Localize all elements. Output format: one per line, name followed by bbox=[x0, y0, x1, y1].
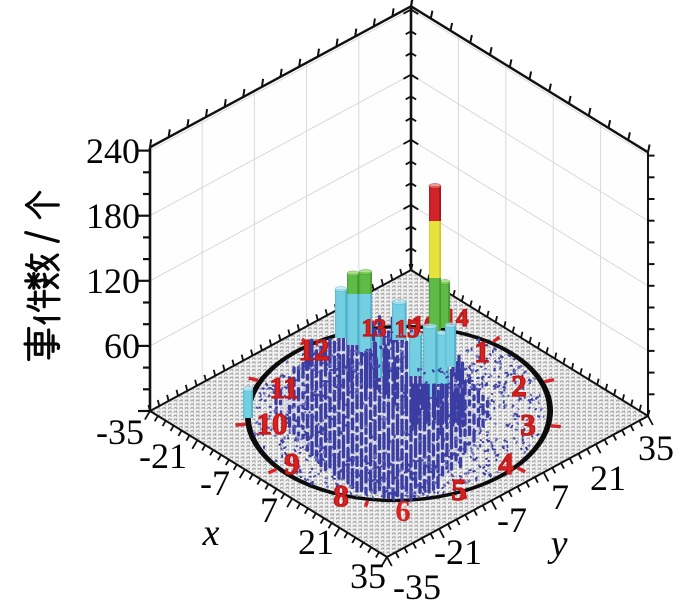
svg-text:13: 13 bbox=[362, 315, 387, 342]
svg-text:2: 2 bbox=[511, 368, 527, 403]
svg-text:-35: -35 bbox=[393, 567, 441, 606]
svg-text:60: 60 bbox=[104, 326, 140, 366]
svg-text:15: 15 bbox=[395, 316, 420, 343]
svg-text:8: 8 bbox=[333, 478, 349, 513]
svg-text:x: x bbox=[202, 512, 220, 554]
svg-text:35: 35 bbox=[350, 556, 386, 596]
svg-text:7: 7 bbox=[260, 490, 278, 530]
svg-text:240: 240 bbox=[86, 131, 140, 171]
svg-text:-7: -7 bbox=[200, 463, 230, 503]
svg-text:21: 21 bbox=[590, 458, 626, 498]
svg-text:-21: -21 bbox=[434, 532, 482, 572]
svg-text:21: 21 bbox=[298, 522, 334, 562]
svg-text:12: 12 bbox=[299, 332, 330, 367]
svg-text:5: 5 bbox=[451, 472, 467, 507]
svg-text:y: y bbox=[547, 523, 568, 565]
svg-text:3: 3 bbox=[520, 407, 536, 442]
svg-text:180: 180 bbox=[86, 196, 140, 236]
svg-text:-21: -21 bbox=[139, 436, 187, 476]
svg-text:11: 11 bbox=[269, 370, 298, 405]
svg-text:10: 10 bbox=[257, 406, 288, 441]
svg-text:35: 35 bbox=[638, 428, 674, 468]
svg-text:1: 1 bbox=[474, 334, 490, 369]
svg-text:120: 120 bbox=[86, 261, 140, 301]
svg-text:4: 4 bbox=[498, 446, 514, 481]
svg-text:-7: -7 bbox=[497, 500, 527, 540]
svg-text:6: 6 bbox=[395, 493, 411, 528]
svg-text:9: 9 bbox=[284, 446, 300, 481]
svg-text:-35: -35 bbox=[96, 412, 144, 452]
svg-text:7: 7 bbox=[551, 477, 569, 517]
